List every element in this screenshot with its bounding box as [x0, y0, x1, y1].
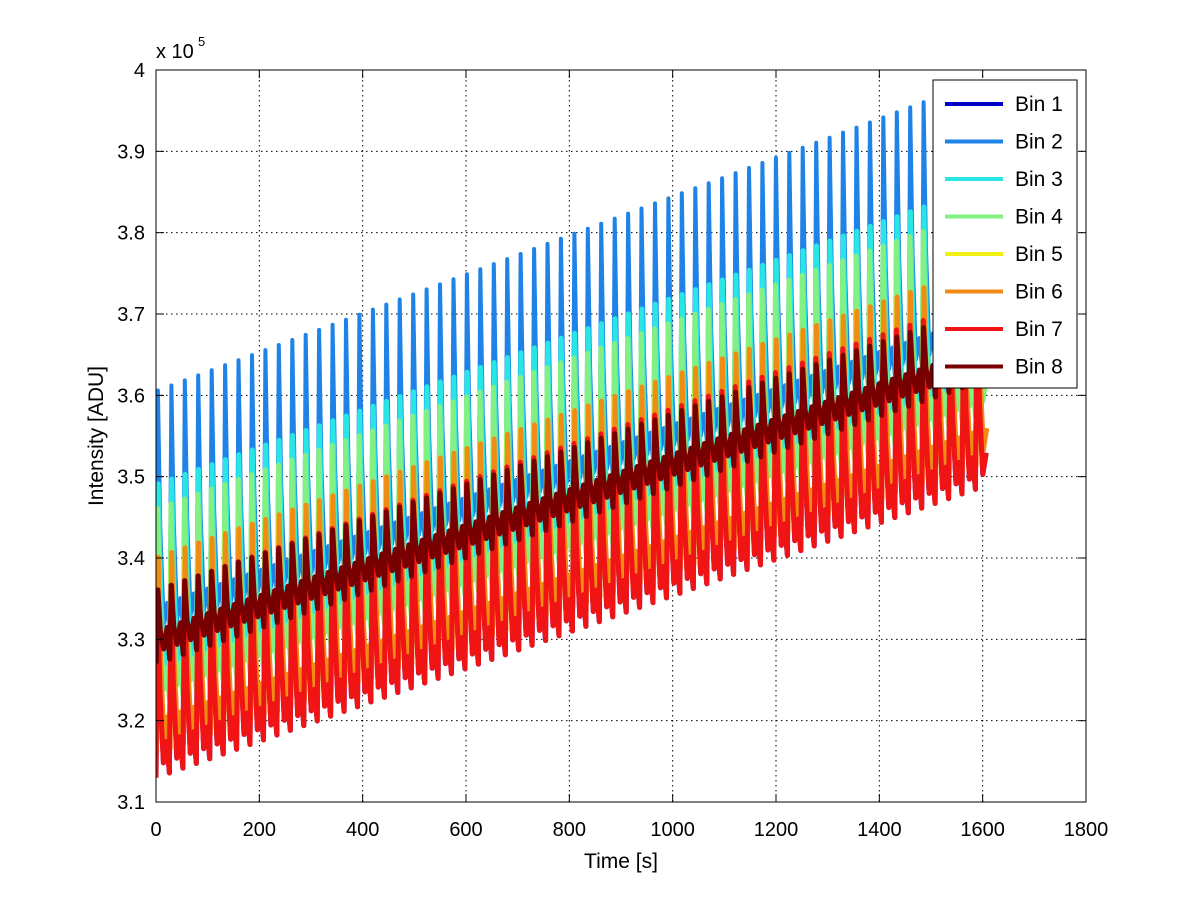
- x-tick-label: 400: [346, 819, 379, 841]
- y-tick-label: 4: [134, 60, 145, 82]
- x-tick-label: 800: [553, 819, 586, 841]
- legend-box: [932, 79, 1078, 389]
- x-tick-label: 1600: [960, 819, 1005, 841]
- x-tick-label: 1400: [857, 819, 902, 841]
- legend-label: Bin 4: [1015, 206, 1063, 229]
- legend-label: Bin 2: [1015, 131, 1063, 154]
- legend-label: Bin 5: [1015, 243, 1063, 266]
- y-multiplier-exponent: 5: [198, 34, 205, 49]
- series-line-bin-8: [156, 307, 989, 664]
- legend: Bin 1 Bin 2 Bin 3 Bin 4 Bin 5 Bin 6 Bin 7 Bin 8: [932, 79, 1078, 389]
- x-tick-label: 1200: [754, 819, 799, 841]
- y-axis-label: Intensity [ADU]: [85, 366, 108, 506]
- plot-frame: [155, 69, 1087, 803]
- x-tick-label: 1000: [650, 819, 695, 841]
- x-axis-label: Time [s]: [584, 850, 658, 873]
- axis-ticks: 0 200 400 600 800 1000 1200 1400 1600 1800 3.1 3.2 3…: [117, 60, 1108, 841]
- series-lines: [156, 80, 990, 778]
- y-tick-label: 3.2: [117, 711, 145, 733]
- y-tick-label: 3.8: [117, 223, 145, 245]
- y-tick-label: 3.6: [117, 385, 145, 407]
- x-tick-label: 1800: [1064, 819, 1109, 841]
- y-tick-label: 3.5: [117, 467, 145, 489]
- y-tick-label: 3.4: [117, 548, 145, 570]
- y-multiplier: x 10: [156, 41, 194, 63]
- x-tick-label: 200: [243, 819, 276, 841]
- y-tick-label: 3.7: [117, 304, 145, 326]
- y-tick-label: 3.3: [117, 629, 145, 651]
- legend-label: Bin 6: [1015, 281, 1063, 304]
- legend-label: Bin 3: [1015, 168, 1063, 191]
- y-tick-label: 3.9: [117, 141, 145, 163]
- legend-label: Bin 1: [1015, 93, 1063, 116]
- x-tick-label: 600: [449, 819, 482, 841]
- x-tick-label: 0: [150, 819, 161, 841]
- legend-label: Bin 8: [1015, 356, 1063, 379]
- y-tick-label: 3.1: [117, 792, 145, 814]
- legend-label: Bin 7: [1015, 318, 1063, 341]
